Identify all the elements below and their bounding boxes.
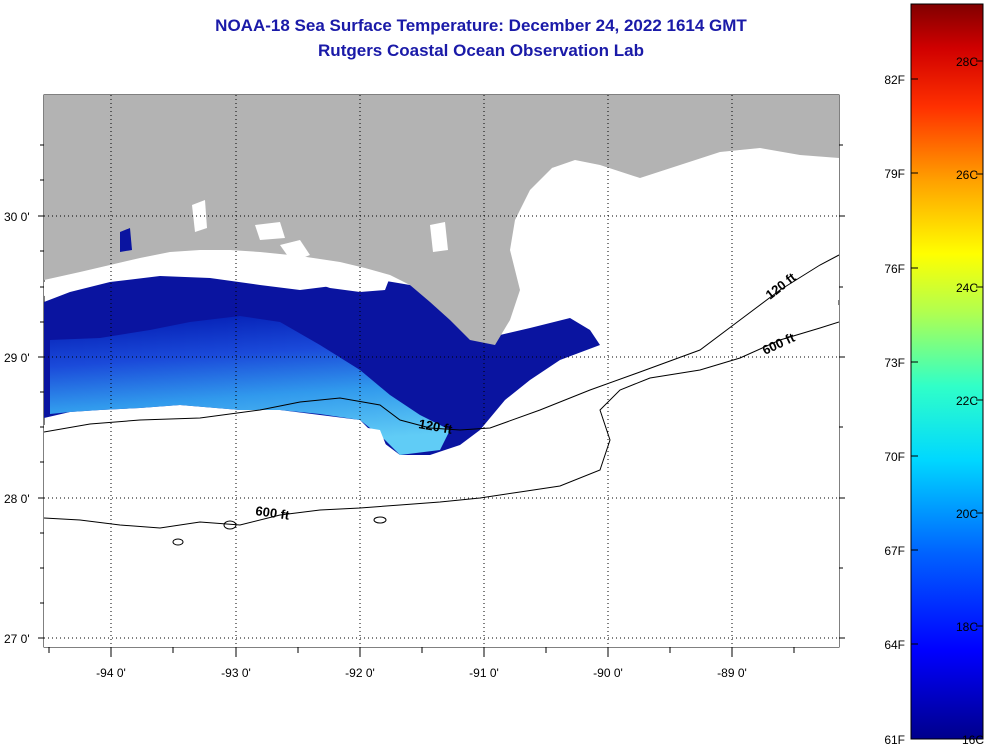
colorbar-f-label: 61F bbox=[884, 733, 905, 747]
sst-warm-region bbox=[50, 316, 450, 455]
colorbar-c-label: 22C bbox=[956, 394, 978, 408]
colorbar-c-label: 24C bbox=[956, 281, 978, 295]
lon-label: -94 0' bbox=[96, 666, 126, 680]
lon-label: -89 0' bbox=[717, 666, 747, 680]
colorbar-f-label: 79F bbox=[884, 167, 905, 181]
colorbar-f-label: 76F bbox=[884, 262, 905, 276]
colorbar-f-label: 67F bbox=[884, 544, 905, 558]
lat-label: 27 0' bbox=[4, 632, 30, 646]
contour-label-120ft-south: 120 ft bbox=[417, 416, 454, 437]
colorbar-f-label: 64F bbox=[884, 638, 905, 652]
colorbar-c-label: 28C bbox=[956, 55, 978, 69]
lat-label: 29 0' bbox=[4, 351, 30, 365]
colorbar-c-label: 26C bbox=[956, 168, 978, 182]
colorbar bbox=[910, 3, 984, 740]
colorbar-ticks bbox=[911, 60, 983, 645]
lon-label: -90 0' bbox=[593, 666, 623, 680]
land-mass bbox=[44, 95, 839, 345]
lon-label: -91 0' bbox=[469, 666, 499, 680]
contour-120ft bbox=[44, 254, 839, 433]
colorbar-c-label: 20C bbox=[956, 507, 978, 521]
colorbar-f-label: 82F bbox=[884, 73, 905, 87]
map-subtitle: Rutgers Coastal Ocean Observation Lab bbox=[318, 41, 644, 60]
colorbar-f-label: 70F bbox=[884, 450, 905, 464]
lat-label: 30 0' bbox=[4, 210, 30, 224]
lat-label: 28 0' bbox=[4, 492, 30, 506]
axis-ticks bbox=[38, 144, 845, 657]
graticule bbox=[44, 95, 839, 647]
colorbar-f-label: 73F bbox=[884, 356, 905, 370]
map-title: NOAA-18 Sea Surface Temperature: Decembe… bbox=[215, 16, 747, 35]
colorbar-c-label: 16C bbox=[962, 733, 984, 747]
colorbar-c-label: 18C bbox=[956, 620, 978, 634]
contour-600ft bbox=[44, 321, 839, 529]
contour-label-600ft-west: 600 ft bbox=[255, 503, 291, 523]
lon-label: -92 0' bbox=[345, 666, 375, 680]
lon-label: -93 0' bbox=[221, 666, 251, 680]
